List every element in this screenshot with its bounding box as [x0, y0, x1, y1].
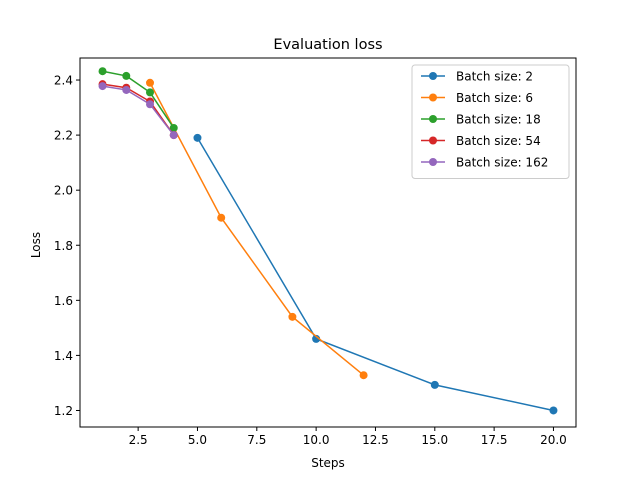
x-axis-title: Steps	[311, 456, 345, 470]
legend-marker	[429, 136, 437, 145]
data-point	[122, 71, 131, 80]
series-line	[102, 83, 175, 136]
axes-frame	[79, 57, 577, 428]
x-tick-label: 5.0	[188, 433, 207, 447]
chart-title: Evaluation loss	[273, 37, 382, 53]
legend-box	[411, 64, 570, 179]
legend-marker	[429, 158, 437, 166]
x-tick-label: 7.5	[247, 433, 266, 447]
data-point	[146, 88, 155, 97]
series-line	[102, 70, 175, 129]
series-line	[149, 82, 365, 376]
data-point	[146, 100, 155, 109]
data-point	[193, 133, 202, 142]
data-point	[122, 85, 131, 94]
series-2	[98, 67, 178, 132]
legend-label: Batch size: 6	[456, 91, 533, 105]
series-4	[98, 82, 178, 140]
legend-marker	[429, 72, 437, 80]
y-tick-label: 1.4	[54, 349, 73, 363]
x-tick-label: 17.5	[481, 433, 508, 447]
legend-label: Batch size: 162	[456, 156, 548, 170]
y-axis-title: Loss	[29, 232, 43, 258]
x-tick-label: 12.5	[362, 433, 389, 447]
legend-item: Batch size: 18	[421, 113, 541, 127]
data-point	[98, 82, 107, 91]
legend-item: Batch size: 2	[421, 70, 533, 84]
y-tick-label: 1.8	[54, 239, 73, 253]
y-tick-label: 1.2	[54, 404, 73, 418]
y-tick-label: 1.6	[54, 294, 73, 308]
series-line	[102, 85, 175, 136]
data-point	[98, 67, 107, 76]
data-point	[312, 334, 321, 343]
data-point	[430, 380, 439, 389]
legend-label: Batch size: 2	[456, 70, 533, 84]
series-0	[193, 133, 558, 415]
series-line	[196, 137, 554, 412]
legend: Batch size: 2 Batch size: 6 Batch size: 18…	[411, 64, 570, 179]
y-tick-label: 2.4	[54, 74, 73, 88]
legend-label: Batch size: 18	[456, 113, 541, 127]
data-point	[217, 213, 226, 222]
legend-label: Batch size: 54	[456, 134, 541, 148]
legend-item: Batch size: 54	[421, 134, 541, 148]
x-tick-label: 20.0	[540, 433, 567, 447]
data-point	[549, 406, 558, 415]
data-point	[359, 371, 368, 380]
x-tick-label: 2.5	[129, 433, 148, 447]
y-tick-label: 2.2	[54, 129, 73, 143]
x-tick-label: 10.0	[303, 433, 330, 447]
legend-marker	[429, 93, 437, 102]
data-point	[169, 123, 178, 132]
data-point	[146, 78, 155, 87]
series-1	[146, 78, 368, 380]
legend-item: Batch size: 6	[421, 91, 533, 105]
data-point	[288, 312, 297, 321]
legend-item: Batch size: 162	[421, 156, 548, 170]
plot-area: 2.5 5.0 7.5 10.0 12.5 15.0 17.5 20.0 1.2 1.4 1.6 1.…	[54, 57, 577, 447]
x-tick-label: 15.0	[421, 433, 448, 447]
series-3	[98, 80, 178, 140]
data-point	[169, 131, 178, 140]
legend-marker	[429, 115, 437, 123]
y-tick-label: 2.0	[54, 184, 73, 198]
